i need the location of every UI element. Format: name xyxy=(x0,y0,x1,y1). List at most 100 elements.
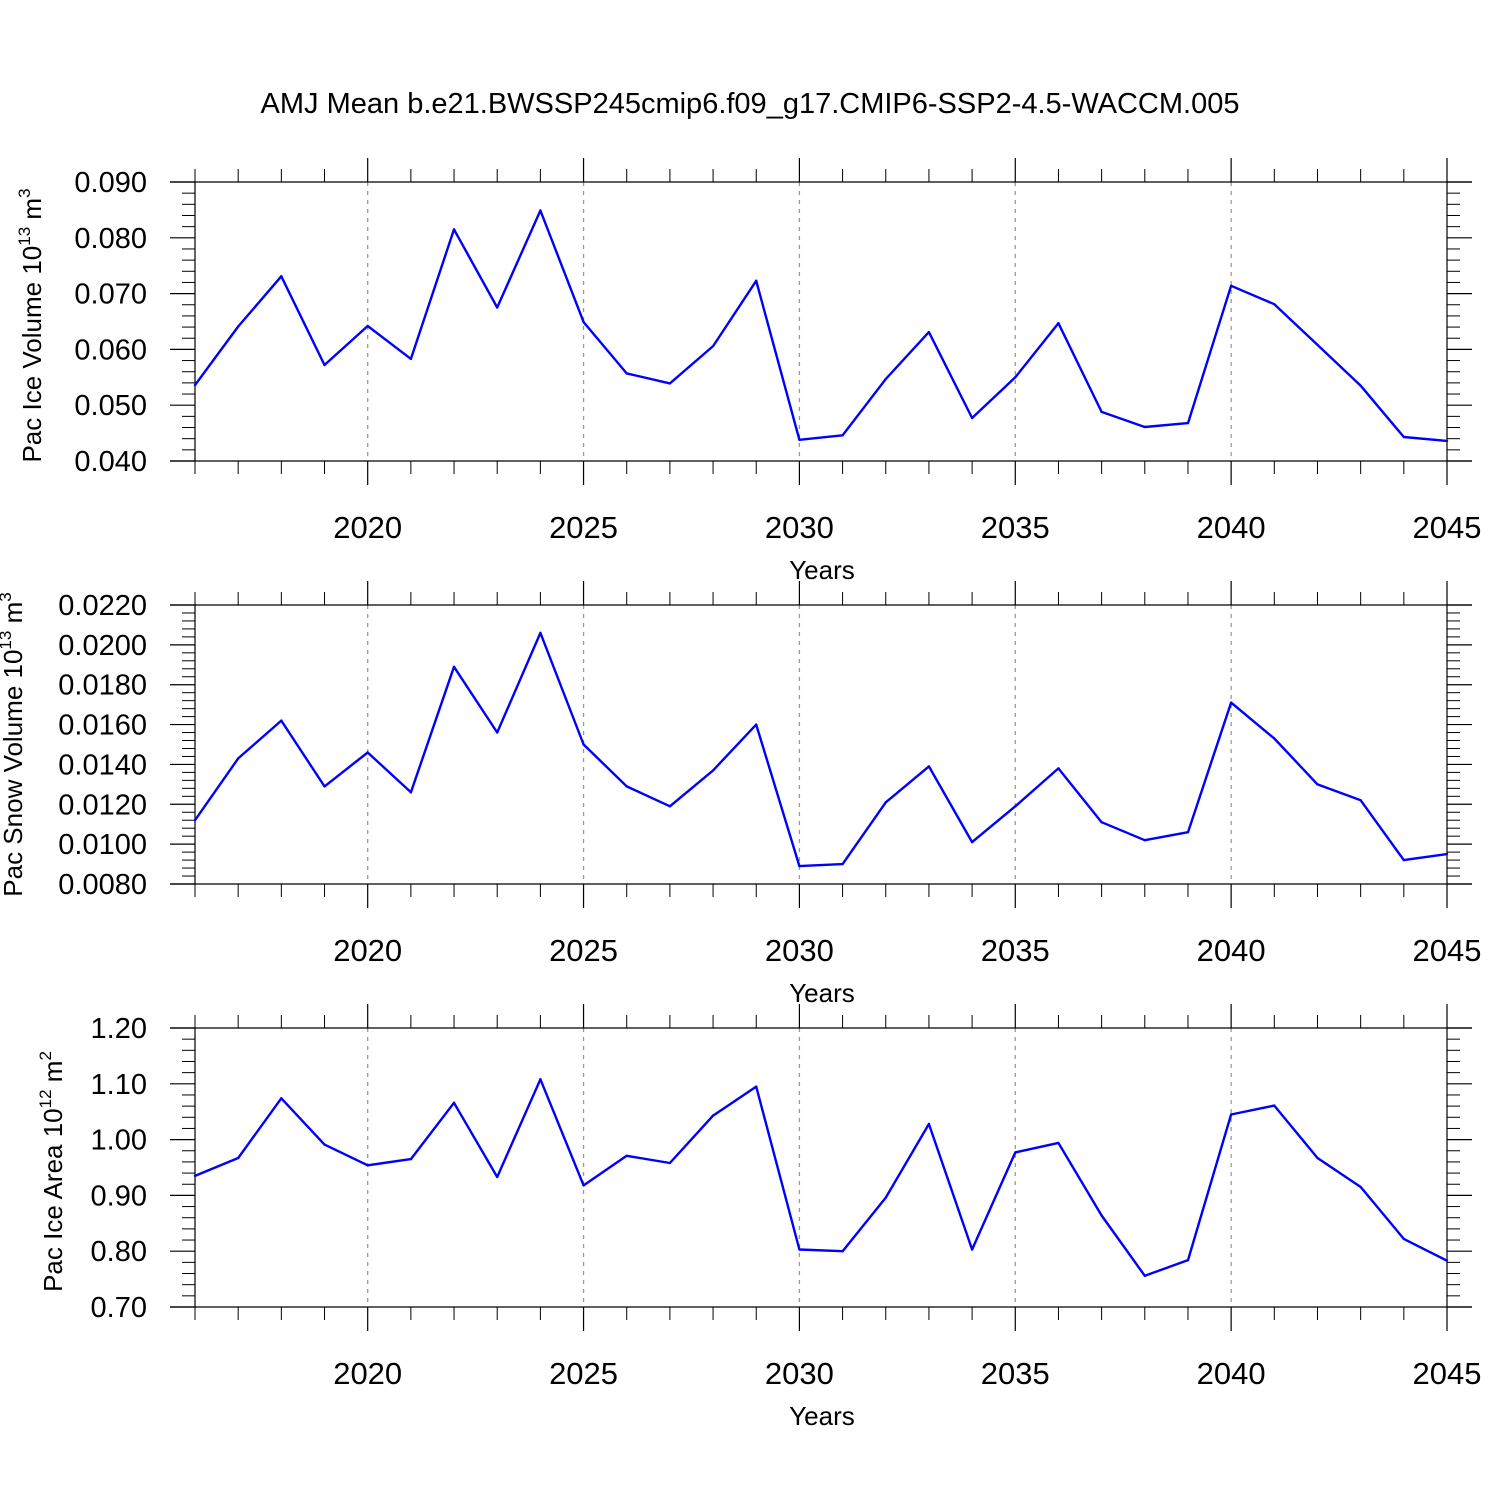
data-point xyxy=(755,279,758,282)
data-point xyxy=(1359,384,1362,387)
data-point xyxy=(539,209,542,212)
data-point xyxy=(711,1114,715,1117)
data-point xyxy=(366,324,369,328)
data-point xyxy=(970,840,974,844)
data-point xyxy=(711,344,715,348)
data-point xyxy=(1273,303,1276,306)
data-point xyxy=(625,372,628,375)
x-tick-label: 2045 xyxy=(1413,510,1482,545)
data-point xyxy=(1143,425,1146,429)
data-point xyxy=(496,731,499,734)
y-tick-label: 0.0220 xyxy=(58,590,147,622)
x-tick-label: 2035 xyxy=(981,1356,1050,1391)
data-point xyxy=(1014,1151,1017,1154)
x-tick-label: 2045 xyxy=(1413,1356,1482,1391)
y-tick-label: 0.80 xyxy=(91,1236,147,1268)
y-tick-label: 0.050 xyxy=(74,390,147,422)
data-point xyxy=(280,719,283,722)
chart-panel-3: 0.70 0.80 0.90 1.00 1.10 1.20 2020 2025 2030 2035… xyxy=(36,1004,1481,1431)
data-point xyxy=(1229,1113,1233,1116)
data-point xyxy=(841,1250,844,1253)
x-tick-label: 2030 xyxy=(765,1356,834,1391)
x-tick-label: 2045 xyxy=(1413,933,1482,968)
data-point xyxy=(884,377,887,381)
series-line xyxy=(194,1078,1448,1278)
data-point xyxy=(1273,1104,1276,1107)
data-point xyxy=(452,228,456,231)
x-tick-label: 2040 xyxy=(1197,933,1266,968)
data-point xyxy=(1100,1214,1103,1217)
x-tick-label: 2030 xyxy=(765,510,834,545)
data-point xyxy=(1359,1185,1362,1189)
data-point xyxy=(1100,410,1103,414)
data-point xyxy=(496,306,499,309)
data-point xyxy=(927,1122,931,1126)
data-point xyxy=(280,1097,283,1100)
y-tick-label: 0.090 xyxy=(74,167,147,199)
y-axis-label: Pac Ice Area 1012 m2 xyxy=(36,1051,68,1292)
data-point xyxy=(1445,1259,1449,1262)
data-point xyxy=(193,819,197,822)
data-point xyxy=(668,382,672,385)
data-point xyxy=(539,1078,542,1081)
data-point xyxy=(1316,1156,1319,1160)
y-tick-label: 1.20 xyxy=(91,1013,147,1045)
data-point xyxy=(409,791,413,794)
data-point xyxy=(1445,439,1449,443)
data-point xyxy=(1057,1141,1060,1145)
data-point xyxy=(236,325,240,328)
data-point xyxy=(1273,737,1276,740)
data-point xyxy=(366,1164,369,1167)
data-point xyxy=(582,320,585,324)
data-point xyxy=(841,862,844,866)
data-point xyxy=(236,1156,240,1160)
data-point xyxy=(582,743,585,746)
y-tick-label: 0.0180 xyxy=(58,670,147,702)
data-point xyxy=(970,1248,974,1251)
data-point xyxy=(193,383,197,387)
data-point xyxy=(1057,321,1060,325)
y-tick-label: 1.10 xyxy=(91,1069,147,1101)
data-point xyxy=(668,1161,672,1165)
data-point xyxy=(236,757,240,760)
data-point xyxy=(841,434,844,437)
data-point xyxy=(1402,858,1406,862)
y-tick-label: 0.060 xyxy=(74,334,147,366)
y-tick-label: 0.0120 xyxy=(58,789,147,821)
data-point xyxy=(1186,1258,1190,1262)
x-axis-label: Years xyxy=(789,555,855,585)
data-point xyxy=(1229,701,1233,704)
data-point xyxy=(323,1143,326,1146)
y-tick-label: 0.70 xyxy=(91,1292,147,1324)
y-tick-label: 0.0160 xyxy=(58,710,147,742)
data-point xyxy=(409,357,413,361)
x-tick-label: 2025 xyxy=(549,510,618,545)
data-point xyxy=(1100,821,1103,824)
y-tick-label: 0.070 xyxy=(74,279,147,311)
data-point xyxy=(1186,421,1190,425)
data-point xyxy=(496,1175,499,1179)
data-point xyxy=(755,723,758,726)
series-line xyxy=(194,631,1448,868)
chart-panel-1: 0.040 0.050 0.060 0.070 0.080 0.090 2020 2025 20… xyxy=(15,158,1481,585)
data-point xyxy=(1186,830,1190,834)
x-tick-label: 2035 xyxy=(981,933,1050,968)
y-axis-label: Pac Snow Volume 1013 m3 xyxy=(0,592,28,896)
data-point xyxy=(884,1196,887,1199)
y-tick-label: 0.080 xyxy=(74,223,147,255)
data-point xyxy=(625,1154,628,1157)
data-point xyxy=(711,769,715,772)
x-tick-label: 2020 xyxy=(333,933,402,968)
data-point xyxy=(1014,805,1017,808)
data-point xyxy=(798,864,801,868)
data-point xyxy=(927,765,931,768)
x-axis-label: Years xyxy=(789,1401,855,1431)
data-point xyxy=(193,1174,197,1178)
data-point xyxy=(582,1184,585,1187)
data-point xyxy=(1402,1237,1406,1241)
x-tick-label: 2040 xyxy=(1197,510,1266,545)
data-point xyxy=(1445,852,1449,856)
data-point xyxy=(668,805,672,808)
chart-title: AMJ Mean b.e21.BWSSP245cmip6.f09_g17.CMI… xyxy=(260,88,1240,120)
